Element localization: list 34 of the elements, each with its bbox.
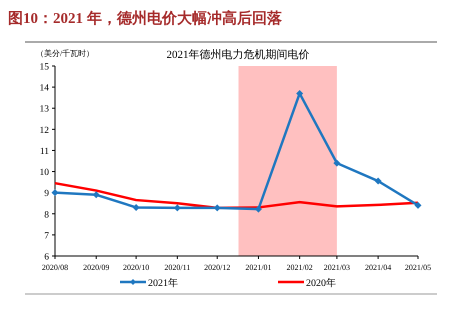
point xyxy=(414,202,422,209)
x-tick-label: 2021/03 xyxy=(324,263,350,272)
x-tick-label: 2021/04 xyxy=(364,263,392,272)
y-tick-label: 13 xyxy=(40,104,50,115)
y-tick-label: 9 xyxy=(44,189,50,200)
y-tick-label: 15 xyxy=(40,62,50,72)
x-tick-label: 2021/05 xyxy=(404,263,432,272)
point xyxy=(174,204,181,212)
y-tick-label: 8 xyxy=(44,210,50,220)
x-tick-label: 2021/02 xyxy=(286,263,313,272)
x-tick-label: 2021/01 xyxy=(245,263,272,272)
point xyxy=(374,178,382,185)
y-tick-label: 12 xyxy=(40,126,50,136)
legend-label: 2020年 xyxy=(306,277,336,289)
y-tick-label: 14 xyxy=(40,84,50,94)
x-tick-label: 2020/09 xyxy=(83,263,110,272)
chart-subtitle: 2021年德州电力危机期间电价 xyxy=(166,48,310,61)
y-tick-label: 6 xyxy=(44,252,50,262)
x-tick-label: 2020/10 xyxy=(122,263,150,272)
legend-label: 2021年 xyxy=(148,277,178,289)
point xyxy=(333,160,340,167)
point xyxy=(296,90,304,97)
y-tick-label: 11 xyxy=(40,146,50,157)
chart-title: 图10：2021 年，德州电价大幅冲高后回落 xyxy=(8,9,283,27)
y-tick-label: 10 xyxy=(40,168,50,178)
y-axis-title: （美分/千瓦时） xyxy=(36,49,94,58)
point xyxy=(214,204,221,212)
point xyxy=(52,189,58,196)
point xyxy=(254,206,262,213)
point xyxy=(92,191,100,198)
y-tick-label: 7 xyxy=(44,231,50,242)
x-tick-label: 2020/11 xyxy=(164,263,190,272)
x-tick-label: 2020/08 xyxy=(42,263,68,272)
x-tick-label: 2020/12 xyxy=(204,263,230,272)
